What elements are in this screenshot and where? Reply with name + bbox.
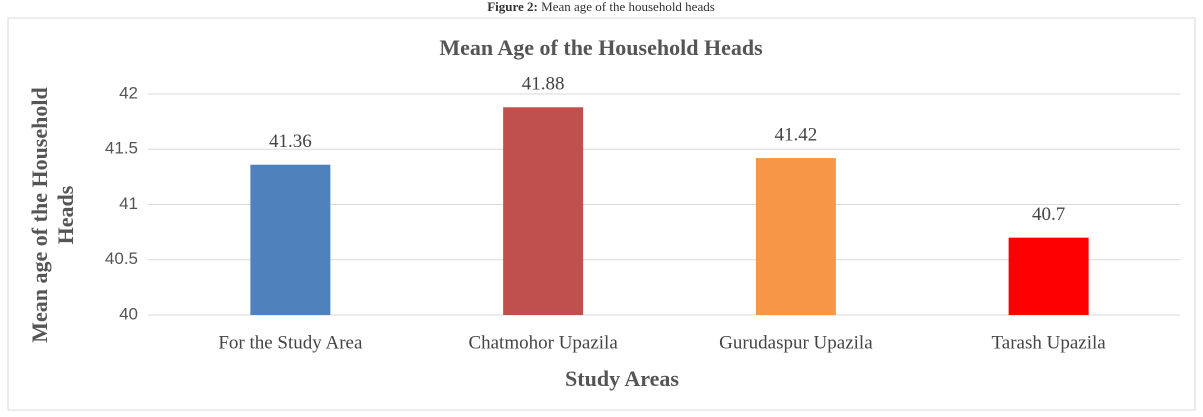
y-axis-title: Mean age of the Household Heads: [27, 87, 78, 342]
bar: [503, 107, 584, 315]
y-tick-label: 41.5: [105, 139, 138, 158]
y-tick-label: 42: [119, 83, 138, 102]
chart-border: [7, 17, 1196, 411]
caption-label: Figure 2:: [487, 0, 538, 14]
x-tick-label: Tarash Upazila: [992, 332, 1107, 353]
data-label: 41.42: [775, 124, 818, 145]
y-axis-title-line: Mean age of the Household: [27, 87, 52, 342]
caption: Figure 2: Mean age of the household head…: [487, 0, 715, 14]
chart-title: Mean Age of the Household Heads: [439, 35, 763, 60]
y-tick-label: 40.5: [105, 249, 138, 268]
x-tick-label: Chatmohor Upazila: [468, 332, 618, 353]
y-tick-label: 40: [119, 304, 138, 323]
y-axis-title-line: Heads: [53, 185, 78, 244]
bar: [1008, 237, 1089, 315]
data-label: 40.7: [1032, 204, 1065, 225]
x-axis-title: Study Areas: [565, 366, 679, 391]
y-tick-label: 41: [119, 194, 138, 213]
bar: [755, 158, 836, 315]
x-tick-label: For the Study Area: [218, 332, 363, 353]
data-label: 41.36: [269, 131, 312, 152]
caption-text: Mean age of the household heads: [541, 0, 715, 14]
bar: [250, 164, 331, 315]
data-label: 41.88: [522, 74, 565, 95]
x-tick-label: Gurudaspur Upazila: [719, 332, 873, 353]
